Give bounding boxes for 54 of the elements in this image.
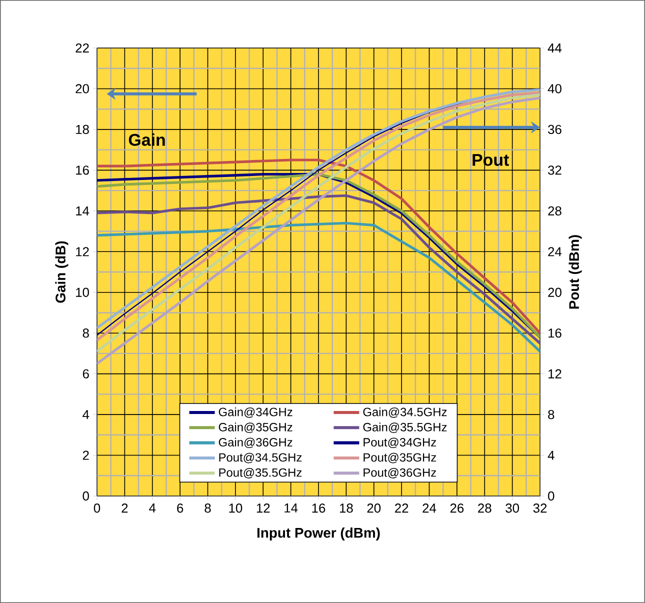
y2-tick-label: 32 — [548, 166, 562, 175]
y-tick-label: 6 — [82, 369, 89, 378]
y2-tick-label: 44 — [548, 44, 562, 52]
y-tick-label: 2 — [82, 450, 89, 460]
y2-tick-label: 12 — [548, 369, 562, 378]
x-tick-label: 8 — [204, 504, 211, 513]
y2-tick-label: 4 — [548, 450, 554, 460]
x-axis-title: Input Power (dBm) — [257, 528, 380, 541]
legend-label: Pout@35GHz — [364, 452, 436, 464]
y-tick-label: 8 — [82, 328, 89, 338]
y-tick-label: 12 — [76, 247, 89, 256]
legend-label: Gain@34GHz — [218, 407, 292, 418]
legend-label: Pout@34GHz — [364, 438, 436, 448]
x-tick-label: 20 — [367, 504, 381, 513]
x-tick-label: 30 — [506, 504, 520, 513]
y2-tick-label: 36 — [548, 124, 562, 134]
y2-tick-label: 40 — [548, 84, 562, 94]
x-tick-label: 12 — [256, 504, 270, 513]
y-tick-label: 0 — [82, 491, 89, 501]
x-tick-label: 16 — [312, 504, 326, 513]
y-tick-label: 4 — [82, 410, 90, 419]
x-tick-label: 22 — [395, 504, 408, 513]
x-tick-label: 32 — [533, 504, 547, 513]
y-tick-label: 14 — [76, 206, 90, 216]
x-tick-label: 10 — [229, 504, 242, 513]
y2-axis-title: Pout (dBm) — [568, 235, 582, 309]
x-tick-label: 6 — [177, 504, 184, 513]
x-tick-label: 24 — [422, 504, 436, 513]
legend-label: Gain@35.5GHz — [363, 422, 447, 433]
legend-label: Gain@35GHz — [218, 422, 292, 433]
legend-label: Pout@36GHz — [364, 468, 436, 478]
x-tick-label: 0 — [94, 504, 100, 513]
y-tick-label: 16 — [76, 166, 89, 175]
y-tick-label: 10 — [76, 288, 89, 297]
x-tick-label: 26 — [450, 504, 464, 513]
y-tick-label: 20 — [76, 84, 89, 94]
x-tick-label: 4 — [149, 504, 156, 512]
y2-tick-label: 8 — [548, 410, 554, 420]
legend-label: Pout@34.5GHz — [219, 452, 302, 464]
y2-tick-label: 0 — [548, 491, 554, 501]
y-axis-title: Gain (dB) — [55, 241, 68, 303]
x-tick-label: 2 — [122, 504, 128, 513]
y2-tick-label: 28 — [548, 206, 562, 216]
x-tick-label: 28 — [478, 504, 492, 513]
y2-tick-label: 16 — [548, 328, 562, 338]
legend-label: Gain@36GHz — [218, 438, 292, 448]
y-tick-label: 22 — [76, 43, 89, 53]
legend-label: Pout@35.5GHz — [219, 468, 302, 478]
legend-label: Gain@34.5GHz — [363, 407, 447, 418]
x-tick-label: 18 — [340, 504, 353, 513]
y2-tick-label: 20 — [548, 288, 562, 297]
y2-tick-label: 24 — [548, 247, 562, 256]
y-tick-label: 18 — [76, 124, 89, 134]
x-tick-label: 14 — [284, 504, 298, 512]
